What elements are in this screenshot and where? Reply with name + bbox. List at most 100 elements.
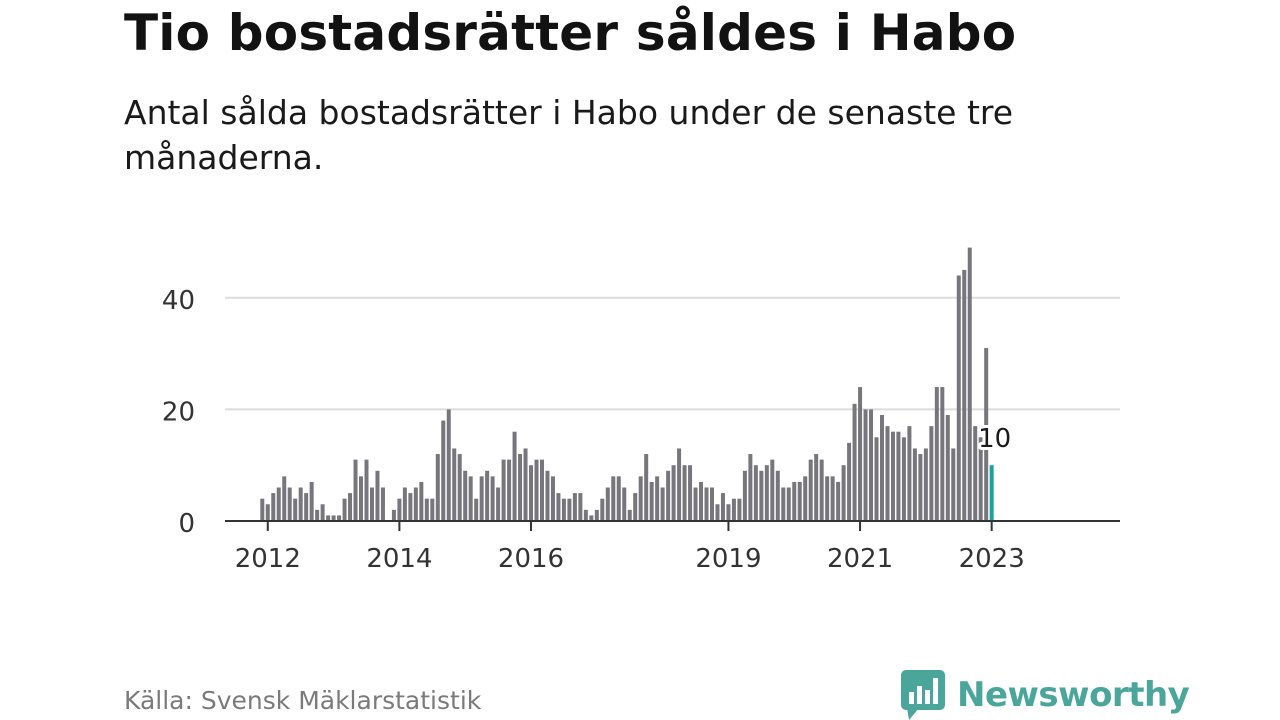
- bar: [485, 470, 490, 521]
- x-tick-label-2019: 2019: [695, 544, 761, 574]
- bar: [550, 476, 555, 521]
- bar: [753, 465, 758, 521]
- bar: [529, 465, 534, 521]
- bar: [413, 487, 418, 521]
- bar: [539, 459, 544, 521]
- bar: [858, 387, 863, 521]
- bar: [797, 481, 802, 521]
- bar: [748, 454, 753, 521]
- bar: [901, 437, 906, 521]
- axes: [225, 520, 1120, 531]
- x-tick-label-2021: 2021: [827, 544, 893, 574]
- bar: [973, 426, 978, 521]
- bar: [419, 481, 424, 521]
- bar: [934, 387, 939, 521]
- bar: [677, 448, 682, 521]
- bar: [633, 493, 638, 521]
- bar: [671, 465, 676, 521]
- bar: [956, 275, 961, 521]
- bar: [561, 498, 566, 521]
- bar: [693, 487, 698, 521]
- bar: [984, 348, 989, 521]
- bar: [918, 454, 923, 521]
- bar: [435, 454, 440, 521]
- labels: 0 20 40 2012 2014 2016 2019 2021 2023 10: [162, 286, 1025, 574]
- bar: [501, 459, 506, 521]
- bar: [556, 493, 561, 521]
- bar: [369, 487, 374, 521]
- bar: [364, 459, 369, 521]
- bar: [298, 487, 303, 521]
- bar: [605, 487, 610, 521]
- bar: [786, 487, 791, 521]
- bar: [682, 465, 687, 521]
- bar: [391, 509, 396, 521]
- bar: [276, 487, 281, 521]
- bar: [929, 426, 934, 521]
- bar: [446, 409, 451, 521]
- bar: [841, 465, 846, 521]
- newsworthy-logo-icon: [901, 670, 945, 720]
- bar: [359, 476, 364, 521]
- bar: [342, 498, 347, 521]
- bar: [518, 454, 523, 521]
- bar: [940, 387, 945, 521]
- bar: [847, 442, 852, 521]
- bar: [655, 476, 660, 521]
- bar: [496, 487, 501, 521]
- bar: [282, 476, 287, 521]
- newsworthy-logo[interactable]: Newsworthy: [901, 670, 1190, 720]
- bar: [315, 509, 320, 521]
- bar: [869, 409, 874, 521]
- bar: [715, 504, 720, 521]
- x-tick-label-2014: 2014: [366, 544, 432, 574]
- bar: [720, 493, 725, 521]
- bar: [348, 493, 353, 521]
- bar: [666, 470, 671, 521]
- last-value-annotation: 10: [978, 424, 1011, 454]
- bar: [742, 470, 747, 521]
- bar: [945, 414, 950, 521]
- bar: [594, 509, 599, 521]
- bar: [699, 481, 704, 521]
- y-tick-label-0: 0: [178, 509, 195, 539]
- bar: [265, 504, 270, 521]
- y-tick-label-40: 40: [162, 286, 195, 316]
- bar: [287, 487, 292, 521]
- bar: [468, 476, 473, 521]
- bar: [375, 470, 380, 521]
- x-tick-label-2023: 2023: [959, 544, 1025, 574]
- bar: [792, 481, 797, 521]
- bar: [309, 481, 314, 521]
- bar: [490, 476, 495, 521]
- bar: [836, 481, 841, 521]
- bar: [583, 509, 588, 521]
- bar: [457, 454, 462, 521]
- bar: [808, 459, 813, 521]
- bar: [424, 498, 429, 521]
- bar: [825, 476, 830, 521]
- bar: [512, 431, 517, 521]
- bar: [726, 504, 731, 521]
- bar: [600, 498, 605, 521]
- bar: [545, 470, 550, 521]
- bar: [688, 465, 693, 521]
- bar: [660, 487, 665, 521]
- bar: [731, 498, 736, 521]
- bar: [523, 448, 528, 521]
- bar: [775, 470, 780, 521]
- chart-subtitle: Antal sålda bostadsrätter i Habo under d…: [124, 93, 1014, 177]
- bar: [622, 487, 627, 521]
- bar: [572, 493, 577, 521]
- bar: [534, 459, 539, 521]
- bar: [353, 459, 358, 521]
- bar: [430, 498, 435, 521]
- bar: [380, 487, 385, 521]
- bar: [890, 431, 895, 521]
- bar: [759, 470, 764, 521]
- bar: [326, 515, 331, 521]
- bar: [331, 515, 336, 521]
- bar: [781, 487, 786, 521]
- bar: [441, 420, 446, 521]
- bar: [962, 269, 967, 521]
